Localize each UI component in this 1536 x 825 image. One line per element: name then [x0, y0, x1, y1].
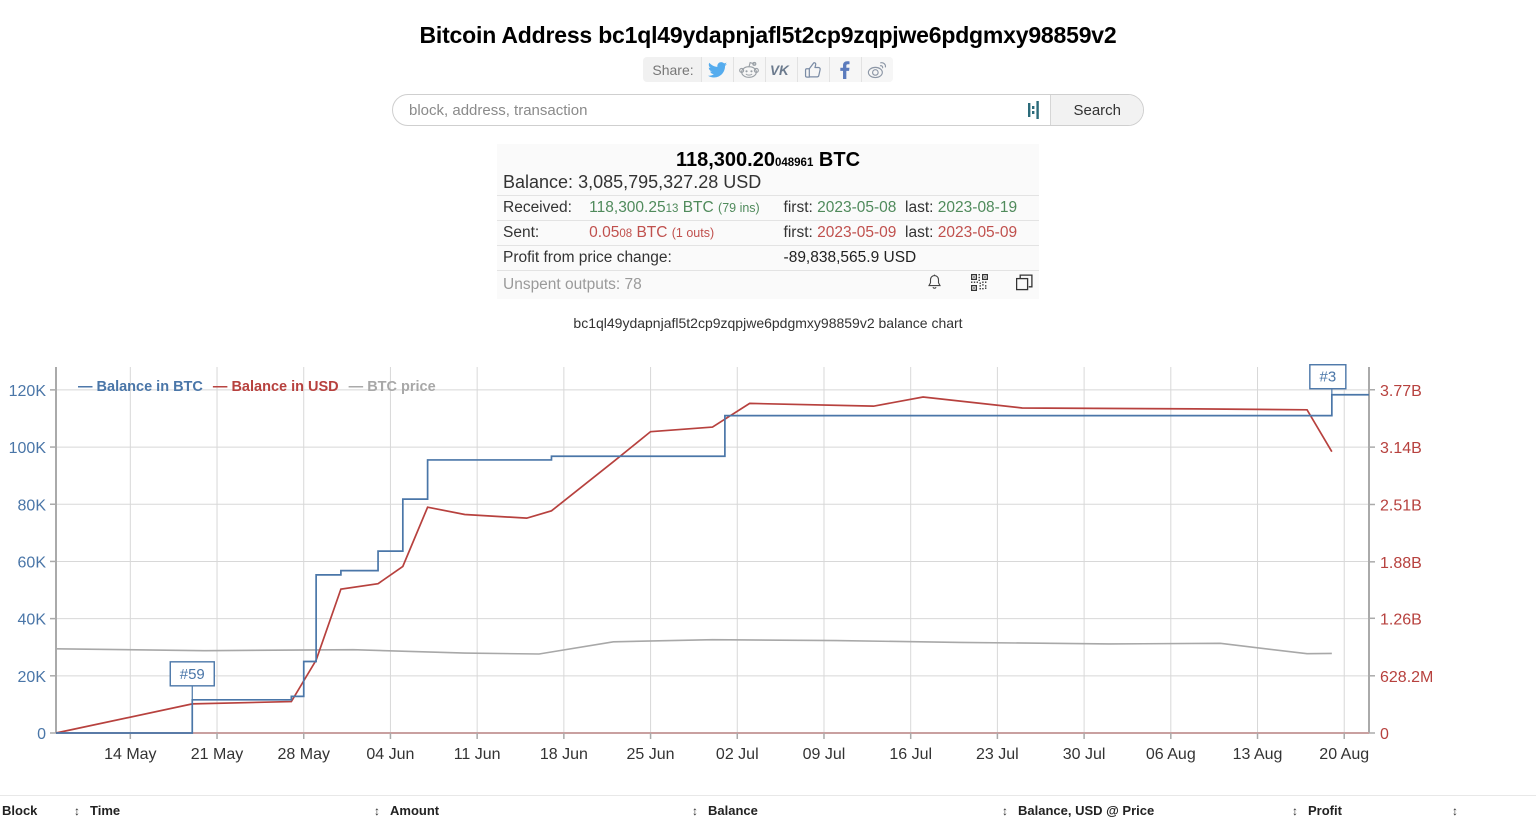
svg-text:21 May: 21 May [191, 746, 243, 763]
svg-text:120K: 120K [9, 383, 47, 400]
sort-icon-extra[interactable]: ↕ [1452, 803, 1458, 818]
svg-text:100K: 100K [9, 440, 47, 457]
sent-label: Sent: [503, 224, 540, 241]
svg-text:40K: 40K [18, 612, 47, 629]
unspent-row: Unspent outputs: 78 [497, 270, 1039, 300]
svg-text:60K: 60K [18, 554, 47, 571]
column-header-balance[interactable]: ↕ Balance [692, 803, 758, 818]
reddit-share-icon[interactable] [732, 57, 765, 82]
share-bar-wrapper: Share: VK [0, 57, 1536, 82]
page-title: Bitcoin Address bc1ql49ydapnjafl5t2cp9zq… [419, 22, 1117, 48]
svg-text:09 Jul: 09 Jul [803, 746, 846, 763]
sort-icon-time[interactable]: ↕ [74, 803, 80, 818]
chart-caption: bc1ql49ydapnjafl5t2cp9zqpjwe6pdgmxy98859… [573, 315, 963, 331]
profit-value: -89,838,565.9 USD [783, 249, 917, 266]
address-summary-table: 118,300.20048961 BTC Balance: 3,085,795,… [497, 144, 1039, 299]
search-button[interactable]: Search [1050, 95, 1143, 125]
summary-action-icons [778, 271, 1039, 300]
legend-balance-btc[interactable]: — Balance in BTC [78, 379, 203, 395]
svg-text:04 Jun: 04 Jun [366, 746, 414, 763]
svg-text:06 Aug: 06 Aug [1146, 746, 1196, 763]
svg-text:628.2M: 628.2M [1380, 669, 1433, 686]
svg-text:1.88B: 1.88B [1380, 555, 1422, 572]
svg-text:18 Jun: 18 Jun [540, 746, 588, 763]
transactions-table-header: Block ↕ Time ↕ Amount ↕ Balance ↕ Balance, U… [0, 795, 1536, 825]
twitter-share-icon[interactable] [700, 57, 733, 82]
facebook-share-icon[interactable] [828, 57, 861, 82]
svg-text:28 May: 28 May [278, 746, 330, 763]
balance-chart[interactable]: — Balance in BTC — Balance in USD — BTC … [0, 337, 1536, 767]
sort-icon-balance[interactable]: ↕ [692, 803, 698, 818]
received-dates: first: 2023-05-08 last: 2023-08-19 [783, 199, 1018, 216]
share-label: Share: [652, 61, 694, 78]
qr-code-icon[interactable] [970, 274, 988, 296]
search-input[interactable] [393, 95, 1021, 125]
column-header-extra[interactable]: ↕ [1452, 804, 1468, 818]
column-header-block[interactable]: Block [2, 803, 38, 818]
svg-text:14 May: 14 May [104, 746, 156, 763]
svg-text:30 Jul: 30 Jul [1063, 746, 1106, 763]
balance-btc: 118,300.20048961 BTC [675, 149, 861, 171]
svg-text:25 Jun: 25 Jun [627, 746, 675, 763]
search-box: Search [392, 94, 1144, 126]
share-bar: Share: VK [643, 57, 893, 82]
site-logo-icon [1020, 101, 1050, 119]
svg-text:80K: 80K [18, 497, 47, 514]
svg-text:20 Aug: 20 Aug [1319, 746, 1369, 763]
sort-icon-profit[interactable]: ↕ [1292, 803, 1298, 818]
column-header-balance-usd[interactable]: ↕ Balance, USD @ Price [1002, 803, 1155, 818]
vk-share-icon[interactable]: VK [764, 57, 797, 82]
profit-row: Profit from price change: -89,838,565.9 … [497, 245, 1039, 271]
sort-icon-amount[interactable]: ↕ [374, 803, 380, 818]
sent-dates: first: 2023-05-09 last: 2023-05-09 [783, 224, 1018, 241]
column-header-time[interactable]: ↕ Time [74, 803, 121, 818]
svg-text:VK: VK [770, 63, 790, 78]
svg-text:23 Jul: 23 Jul [976, 746, 1019, 763]
sent-value: 0.0508 BTC (1 outs) [589, 224, 715, 241]
svg-text:13 Aug: 13 Aug [1233, 746, 1283, 763]
column-header-amount[interactable]: ↕ Amount [374, 803, 440, 818]
svg-text:1.26B: 1.26B [1380, 611, 1422, 628]
legend-balance-usd[interactable]: — Balance in USD [212, 379, 339, 395]
svg-text:0: 0 [1380, 726, 1389, 743]
profit-label: Profit from price change: [503, 249, 672, 266]
received-label: Received: [503, 199, 572, 216]
sent-row: Sent: 0.0508 BTC (1 outs) first: 2023-05… [497, 220, 1039, 246]
svg-text:#59: #59 [180, 666, 205, 683]
svg-text:0: 0 [37, 726, 46, 743]
search-wrapper: Search [0, 94, 1536, 126]
svg-text:#3: #3 [1319, 369, 1336, 386]
svg-text:11 Jun: 11 Jun [454, 746, 501, 763]
bell-icon[interactable] [927, 274, 942, 296]
legend-btc-price[interactable]: — BTC price [348, 379, 436, 395]
address-summary-wrapper: 118,300.20048961 BTC Balance: 3,085,795,… [0, 144, 1536, 299]
unspent-outputs-label: Unspent outputs: 78 [503, 276, 642, 293]
svg-text:02 Jul: 02 Jul [716, 746, 759, 763]
svg-text:3.77B: 3.77B [1380, 383, 1422, 400]
balance-usd-line: Balance: 3,085,795,327.28 USD [503, 172, 762, 192]
weibo-share-icon[interactable] [860, 57, 893, 82]
svg-text:20K: 20K [18, 669, 47, 686]
balance-row: 118,300.20048961 BTC Balance: 3,085,795,… [497, 144, 1039, 196]
received-row: Received: 118,300.2513 BTC (79 ins) firs… [497, 195, 1039, 221]
sort-icon-balance-usd[interactable]: ↕ [1002, 803, 1008, 818]
chart-svg: 0 20K 40K 60K 80K 100K 120K 0 628.2M 1.26B 1.88B 2.… [9, 364, 1433, 763]
ok-share-icon[interactable] [796, 57, 829, 82]
copy-icon[interactable] [1015, 274, 1033, 296]
svg-text:2.51B: 2.51B [1380, 497, 1422, 514]
svg-text:3.14B: 3.14B [1380, 440, 1422, 457]
svg-text:16 Jul: 16 Jul [889, 746, 932, 763]
column-header-profit[interactable]: ↕ Profit [1292, 803, 1342, 818]
chart-legend: — Balance in BTC — Balance in USD — BTC … [78, 379, 442, 395]
received-value: 118,300.2513 BTC (79 ins) [589, 199, 760, 216]
